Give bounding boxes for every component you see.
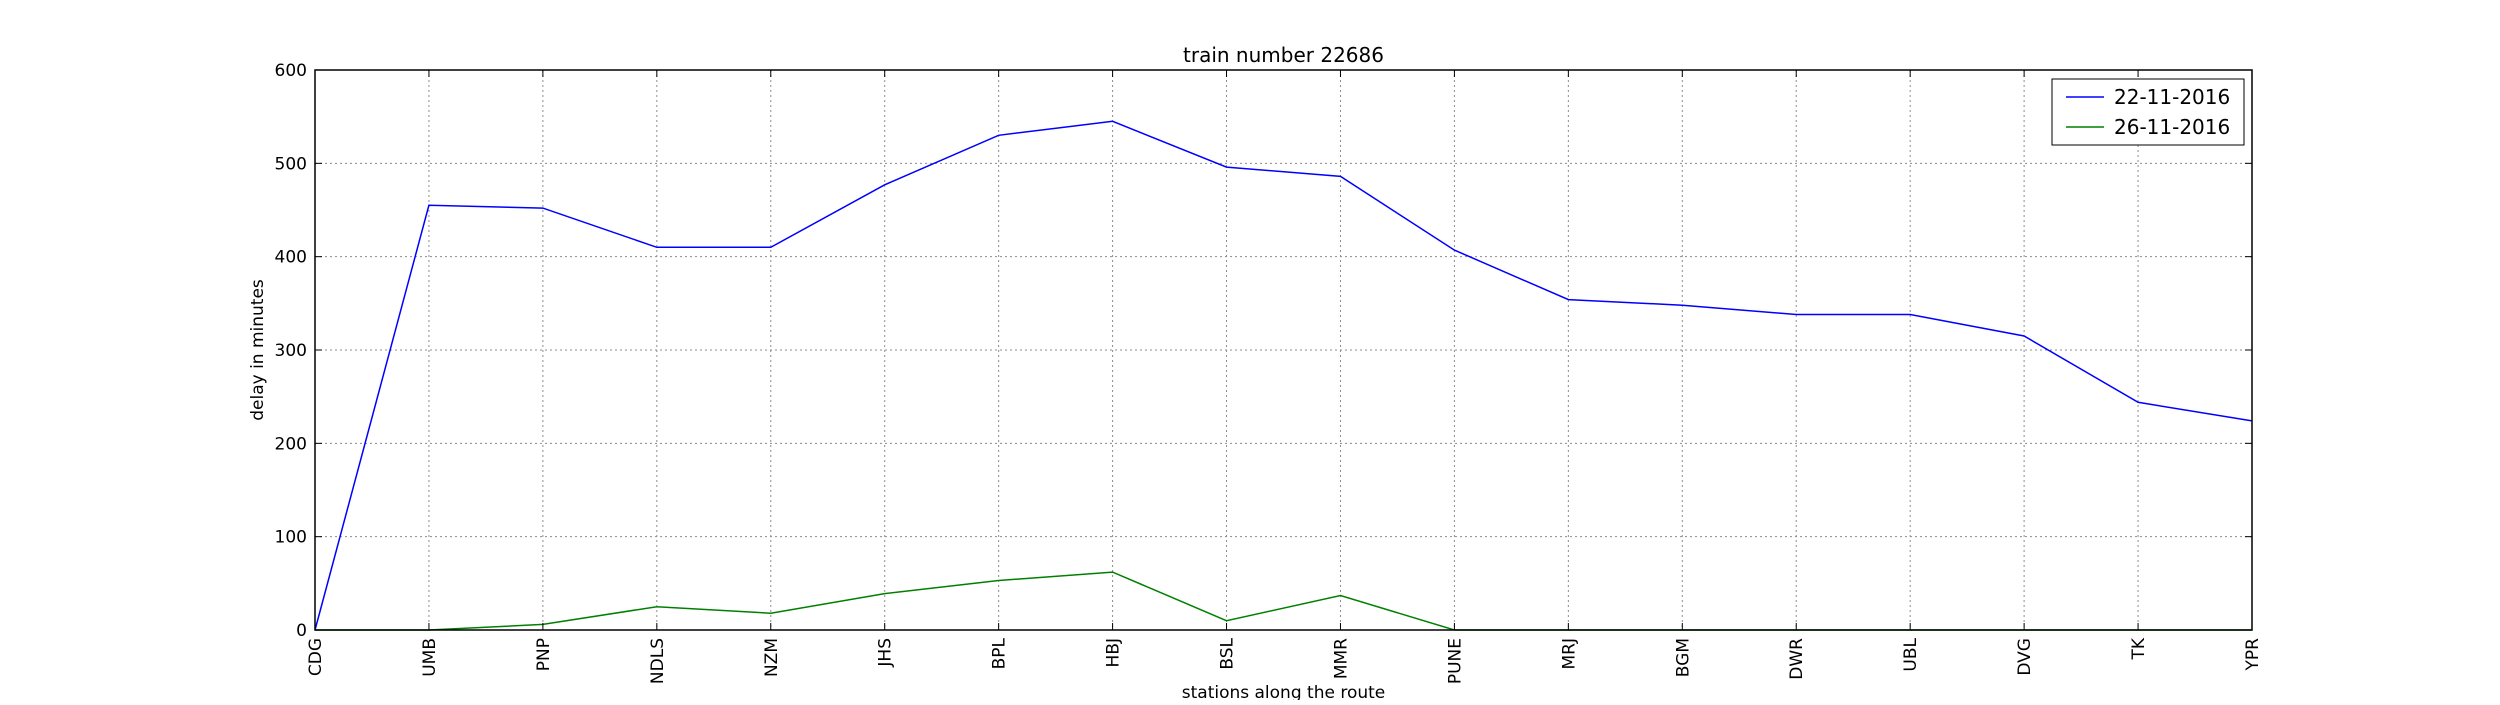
- legend-box: [2051, 78, 2245, 146]
- y-tick-label: 0: [296, 621, 307, 641]
- legend: 22-11-2016 26-11-2016: [2051, 78, 2245, 146]
- y-tick-label: 500: [275, 154, 307, 174]
- y-axis-title: delay in minutes: [248, 279, 268, 421]
- x-tick-label: HBJ: [1104, 638, 1124, 667]
- x-tick-label: BPL: [990, 637, 1010, 669]
- x-tick-label: NDLS: [648, 638, 668, 684]
- y-tick-label: 300: [275, 341, 307, 361]
- y-tick-label: 100: [275, 528, 307, 548]
- y-tick-label: 600: [275, 61, 307, 81]
- x-tick-label: DWR: [1787, 638, 1807, 680]
- axis-ticks: CDG UMB PNP NDLS NZM JHS BPL HBJ BSL MMR PUNE MRJ BG…: [275, 61, 2263, 684]
- x-tick-label: MRJ: [1559, 638, 1579, 670]
- legend-label: 22-11-2016: [2114, 85, 2230, 109]
- x-tick-label: BSL: [1218, 637, 1238, 669]
- x-axis-title: stations along the route: [1182, 683, 1386, 700]
- x-tick-label: PNP: [534, 638, 554, 671]
- y-tick-label: 200: [275, 434, 307, 454]
- x-tick-label: JHS: [876, 638, 896, 668]
- grid-lines: [314, 69, 2253, 631]
- y-tick-label: 400: [275, 248, 307, 268]
- x-tick-label: YPR: [2243, 638, 2263, 672]
- x-tick-label: PUNE: [1445, 638, 1465, 684]
- series-line-1: [314, 120, 2253, 631]
- x-tick-label: BGM: [1673, 638, 1693, 677]
- x-tick-label: DVG: [2015, 638, 2035, 676]
- x-tick-label: TK: [2129, 637, 2149, 660]
- chart-title: train number 22686: [1183, 43, 1384, 67]
- x-tick-label: UMB: [420, 638, 440, 677]
- x-tick-label: MMR: [1331, 638, 1351, 679]
- x-tick-label: CDG: [306, 638, 326, 676]
- x-tick-label: UBL: [1901, 637, 1921, 671]
- legend-label: 26-11-2016: [2114, 115, 2230, 139]
- x-tick-label: NZM: [762, 638, 782, 677]
